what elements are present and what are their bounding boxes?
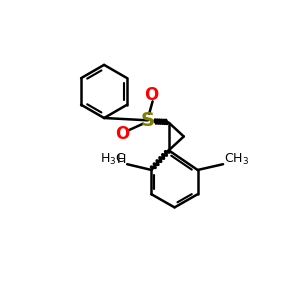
Text: $\mathregular{CH_3}$: $\mathregular{CH_3}$ <box>224 152 249 167</box>
Text: $\mathregular{H_3C}$: $\mathregular{H_3C}$ <box>100 152 126 167</box>
Text: O: O <box>144 86 159 104</box>
Text: S: S <box>141 111 155 130</box>
Text: O: O <box>116 125 130 143</box>
Text: H: H <box>117 153 126 166</box>
